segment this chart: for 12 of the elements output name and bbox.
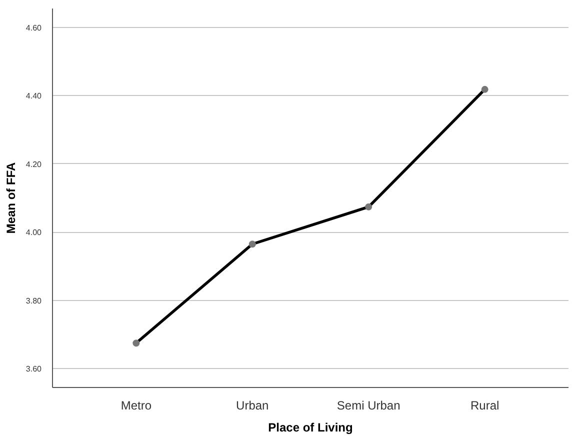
- y-tick-label: 4.60: [26, 23, 42, 32]
- x-axis-title: Place of Living: [268, 420, 353, 434]
- x-tick-label: Semi Urban: [336, 398, 400, 412]
- y-tick-label: 3.80: [26, 296, 42, 306]
- y-tick-label: 3.60: [26, 364, 42, 374]
- y-tick-label: 4.20: [26, 160, 42, 169]
- y-axis-title: Mean of FFA: [4, 162, 18, 234]
- x-tick-label: Urban: [236, 398, 269, 412]
- y-tick-label: 4.40: [26, 92, 42, 101]
- x-tick-label: Metro: [120, 398, 152, 412]
- y-tick-label: 4.00: [26, 228, 42, 238]
- x-tick-label: Rural: [470, 398, 500, 412]
